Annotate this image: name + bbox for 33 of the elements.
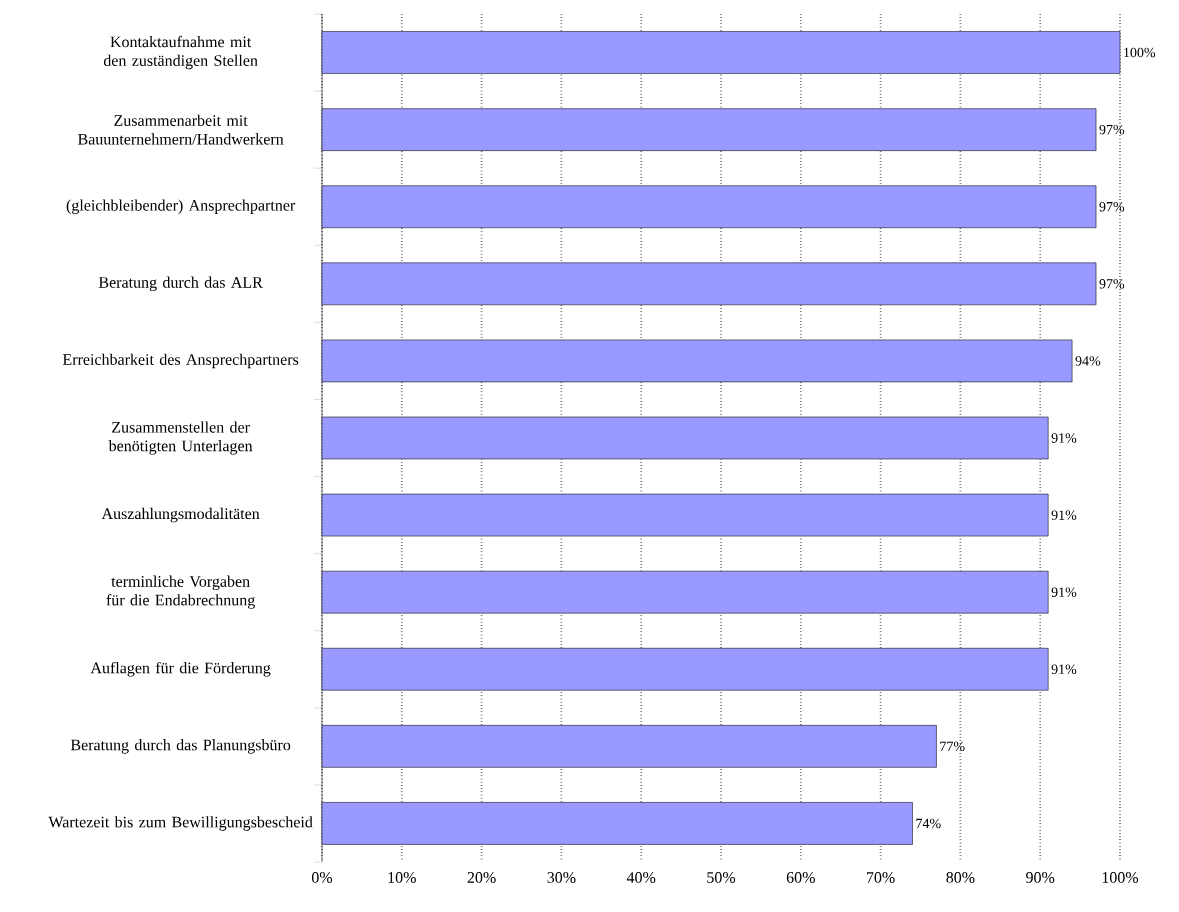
y-tick-label: Kontaktaufnahme mit den zuständigen Stellen (103, 35, 258, 70)
data-label: 97% (1099, 124, 1125, 135)
y-tick-label: Wartezeit bis zum Bewilligungsbescheid (48, 816, 313, 831)
x-tick-label: 100% (1102, 872, 1139, 883)
x-tick-label: 10% (388, 872, 416, 883)
data-label: 97% (1099, 279, 1125, 289)
y-tick-label: Beratung durch das ALR (98, 276, 263, 292)
data-label: 94% (1075, 356, 1101, 366)
x-tick-label: 40% (626, 872, 656, 883)
y-tick-label: (gleichbleibender) Ansprechpartner (66, 199, 296, 214)
data-label: 91% (1051, 433, 1077, 443)
x-tick-label: 50% (707, 872, 736, 883)
data-label: 91% (1051, 587, 1077, 597)
x-tick-label: 60% (786, 872, 815, 883)
y-tick-label: Erreichbarkeit des Ansprechpartners (62, 353, 299, 369)
x-tick-label: 0% (311, 872, 333, 883)
y-tick-label: terminliche Vorgaben für die Endabrechnung (106, 575, 255, 609)
data-label: 97% (1099, 201, 1125, 212)
x-tick-label: 90% (1026, 872, 1055, 883)
data-label: 100% (1124, 47, 1156, 58)
data-label: 77% (940, 741, 965, 752)
x-tick-label: 20% (467, 872, 496, 883)
y-tick-label: Auflagen für die Förderung (90, 661, 271, 677)
data-label: 74% (916, 818, 941, 829)
y-tick-label: Zusammenstellen der benötigten Unterlagen (108, 421, 253, 455)
x-tick-label: 70% (866, 872, 895, 883)
data-label: 91% (1051, 664, 1077, 675)
y-tick-label: Auszahlungsmodalitäten (101, 507, 260, 523)
x-tick-label: 80% (946, 872, 975, 883)
data-label: 91% (1051, 510, 1077, 520)
y-tick-label: Beratung durch das Planungsbüro (70, 739, 291, 754)
y-tick-label: Zusammenarbeit mit Bauunternehmern/Handwerkern (78, 114, 284, 145)
x-tick-label: 30% (547, 872, 576, 883)
